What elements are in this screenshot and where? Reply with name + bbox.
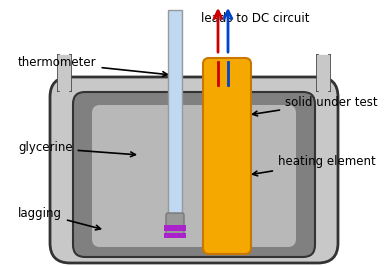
- FancyBboxPatch shape: [203, 58, 251, 254]
- Text: lagging: lagging: [18, 206, 101, 230]
- FancyBboxPatch shape: [92, 105, 296, 247]
- Bar: [164, 225, 186, 231]
- Bar: [168, 10, 182, 230]
- Bar: [164, 233, 186, 238]
- FancyBboxPatch shape: [73, 92, 315, 257]
- FancyBboxPatch shape: [50, 77, 338, 263]
- Text: solid under test: solid under test: [253, 95, 378, 116]
- Text: heating element: heating element: [253, 156, 376, 176]
- Text: thermometer: thermometer: [18, 56, 168, 76]
- Text: leads to DC circuit: leads to DC circuit: [201, 12, 309, 25]
- FancyBboxPatch shape: [166, 213, 184, 237]
- Text: glycerine: glycerine: [18, 142, 135, 157]
